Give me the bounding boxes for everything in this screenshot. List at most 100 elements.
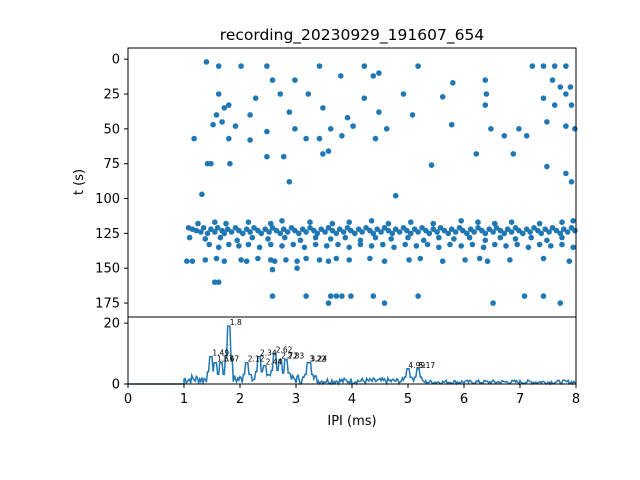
histogram-x-tick-label: 4 xyxy=(348,392,356,407)
raster-point xyxy=(339,133,345,139)
raster-point xyxy=(376,109,382,115)
raster-point xyxy=(439,258,446,265)
raster-point xyxy=(370,293,377,299)
raster-point xyxy=(215,63,222,69)
raster-point xyxy=(226,135,232,142)
raster-point xyxy=(297,237,304,244)
raster-point xyxy=(236,227,242,234)
raster-point xyxy=(497,234,504,241)
raster-point xyxy=(551,102,558,108)
raster-point xyxy=(292,77,298,83)
raster-point xyxy=(570,218,576,224)
raster-point xyxy=(346,257,353,263)
raster-point xyxy=(215,91,222,97)
raster-point xyxy=(286,179,293,185)
raster-point xyxy=(294,265,300,272)
raster-point xyxy=(514,241,520,248)
raster-point xyxy=(258,230,265,237)
raster-point xyxy=(325,148,332,154)
raster-point xyxy=(221,258,228,265)
raster-point xyxy=(324,243,330,249)
raster-point xyxy=(316,257,323,263)
raster-point xyxy=(523,133,530,139)
raster-point xyxy=(493,225,500,231)
peak-label: 2.34 xyxy=(260,349,277,358)
raster-point xyxy=(363,225,369,231)
raster-point xyxy=(368,243,375,249)
raster-point xyxy=(402,241,409,248)
raster-point xyxy=(208,160,214,167)
raster-point xyxy=(492,220,498,227)
raster-point xyxy=(303,229,309,235)
raster-point xyxy=(458,218,465,224)
raster-point xyxy=(540,255,547,262)
raster-point xyxy=(213,255,220,262)
raster-point xyxy=(314,230,321,237)
raster-point xyxy=(521,293,528,299)
raster-point xyxy=(325,300,332,306)
raster-point xyxy=(420,237,427,244)
raster-point xyxy=(546,229,552,235)
histogram-x-tick-label: 6 xyxy=(460,392,468,407)
raster-point xyxy=(528,234,534,241)
raster-point xyxy=(419,225,425,231)
raster-point xyxy=(417,255,424,262)
raster-point xyxy=(572,227,578,234)
raster-point xyxy=(540,95,547,101)
raster-point xyxy=(557,300,564,306)
raster-point xyxy=(189,258,196,265)
raster-point xyxy=(486,226,493,232)
raster-point xyxy=(460,227,466,234)
raster-y-label: t (s) xyxy=(72,169,87,195)
raster-point xyxy=(501,230,508,237)
raster-point xyxy=(567,84,574,90)
raster-point xyxy=(482,77,489,83)
histogram-x-tick-label: 3 xyxy=(292,392,300,407)
raster-point xyxy=(381,300,388,306)
raster-point xyxy=(512,236,519,242)
raster-point xyxy=(316,63,323,69)
raster-point xyxy=(542,226,548,232)
raster-point xyxy=(408,219,414,225)
raster-point xyxy=(268,241,274,248)
raster-point xyxy=(312,241,319,248)
raster-point xyxy=(388,236,395,242)
raster-point xyxy=(469,241,476,248)
raster-point xyxy=(284,229,291,235)
raster-point xyxy=(204,230,211,237)
raster-point xyxy=(226,241,232,248)
raster-point xyxy=(348,293,354,299)
raster-point xyxy=(236,243,242,249)
raster-point xyxy=(551,63,558,69)
raster-y-ticks: 0 25 50 75 100 125 150 175 xyxy=(95,53,128,312)
histogram-frame xyxy=(127,316,577,385)
peak-label: 2.72 xyxy=(281,352,298,361)
raster-point xyxy=(415,229,421,235)
raster-point xyxy=(202,236,209,242)
raster-point xyxy=(280,226,287,232)
raster-point xyxy=(279,243,285,249)
raster-point xyxy=(312,234,319,241)
raster-point xyxy=(439,94,446,100)
raster-point xyxy=(212,279,218,286)
histogram-y-ticks: 0 20 xyxy=(103,317,128,393)
raster-point xyxy=(458,243,465,249)
raster-point xyxy=(536,220,543,227)
raster-point xyxy=(536,241,543,248)
raster-point xyxy=(361,95,368,101)
raster-point xyxy=(370,230,377,237)
peak-label: 1.8 xyxy=(230,318,242,327)
raster-point xyxy=(482,102,489,108)
raster-point xyxy=(413,243,420,249)
histogram-x-tick-label: 0 xyxy=(124,392,132,407)
raster-point xyxy=(245,219,252,225)
raster-point xyxy=(273,227,280,234)
raster-point xyxy=(566,258,573,265)
raster-point xyxy=(303,255,309,262)
raster-point xyxy=(329,227,336,234)
raster-point xyxy=(212,229,218,235)
raster-point xyxy=(282,234,288,241)
raster-point xyxy=(488,126,494,132)
raster-point xyxy=(210,121,216,128)
raster-point xyxy=(436,234,442,241)
